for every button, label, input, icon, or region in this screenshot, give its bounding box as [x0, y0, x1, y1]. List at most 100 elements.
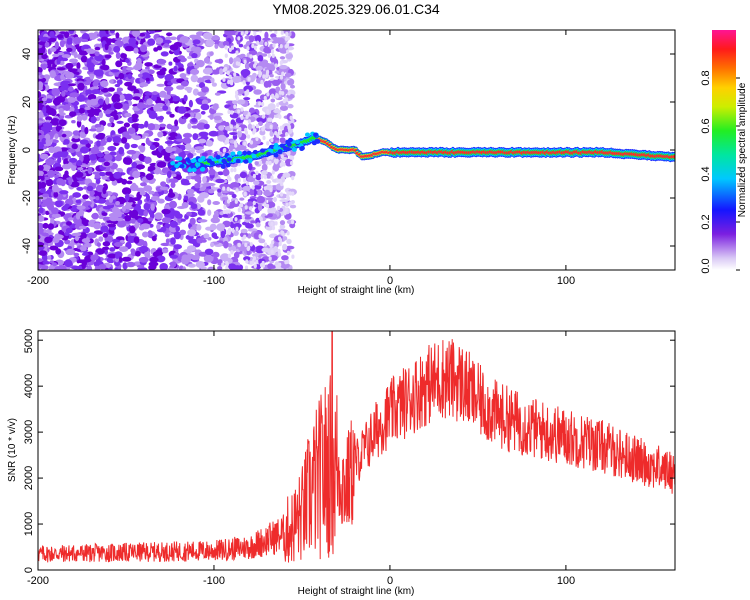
spectrogram-speckle: [64, 239, 71, 245]
spectrogram-speckle: [269, 131, 274, 137]
spectrogram-speckle: [114, 212, 122, 218]
spectrogram-speckle: [253, 128, 257, 133]
spectrogram-speckle: [90, 199, 95, 208]
top-ytick-label: 0: [21, 147, 33, 153]
spectrogram-speckle: [38, 241, 45, 247]
spectrogram-speckle: [216, 223, 226, 232]
spectrogram-speckle: [98, 145, 105, 151]
spectrogram-speckle: [120, 53, 127, 59]
spectrogram-speckle: [262, 135, 266, 141]
spectrogram-speckle: [57, 156, 62, 164]
spectrogram-speckle: [117, 169, 124, 173]
spectrogram-speckle: [244, 90, 248, 96]
spectrogram-speckle: [275, 158, 279, 163]
spectrogram-speckle: [65, 248, 76, 256]
spectrogram-speckle: [127, 85, 137, 91]
spectrogram-speckle: [192, 133, 199, 141]
spectrogram-speckle: [271, 170, 275, 175]
spectrogram-speckle: [154, 212, 163, 220]
spectrogram-speckle: [38, 215, 45, 222]
spectrogram-speckle: [181, 182, 191, 186]
spectrogram-speckle: [279, 192, 284, 197]
spectrogram-speckle: [229, 132, 238, 136]
spectrogram-speckle: [248, 162, 253, 171]
spectrogram-speckle: [275, 80, 283, 84]
spectrogram-speckle: [262, 125, 266, 131]
spectrogram-speckle: [121, 256, 132, 262]
spectrogram-speckle: [279, 137, 286, 144]
spectrogram-signal-cell: [268, 148, 274, 153]
spectrogram-speckle: [240, 31, 244, 36]
spectrogram-speckle: [244, 242, 248, 248]
spectrogram-speckle: [64, 203, 70, 208]
spectrogram-speckle: [113, 45, 121, 53]
spectrogram-speckle: [222, 209, 227, 215]
spectrogram-heatmap: [38, 30, 675, 270]
spectrogram-speckle: [79, 139, 89, 145]
spectrogram-speckle: [237, 36, 241, 41]
spectrogram-speckle: [38, 234, 41, 240]
spectrogram-speckle: [249, 140, 254, 145]
spectrogram-speckle: [116, 219, 127, 228]
spectrogram-speckle: [227, 79, 231, 85]
spectrogram-signal-cell: [170, 161, 176, 166]
bottom-xtick-label: -100: [203, 575, 225, 587]
spectrogram-speckle: [177, 55, 186, 60]
spectrogram-signal-cell: [266, 151, 272, 157]
spectrogram-speckle: [273, 109, 282, 114]
spectrogram-speckle: [132, 154, 137, 161]
spectrogram-speckle: [61, 57, 69, 62]
spectrogram-speckle: [286, 194, 290, 200]
spectrogram-speckle: [86, 48, 95, 54]
spectrogram-speckle: [229, 124, 233, 129]
spectrogram-speckle: [180, 256, 190, 265]
spectrogram-speckle: [53, 82, 63, 87]
spectrogram-speckle: [166, 123, 173, 130]
spectrogram-speckle: [290, 84, 295, 89]
spectrogram-speckle: [70, 52, 76, 56]
spectrogram-speckle: [104, 151, 110, 155]
spectrogram-speckle: [74, 235, 80, 242]
spectrogram-speckle: [169, 132, 178, 138]
spectrogram-speckle: [187, 263, 196, 268]
spectrogram-speckle: [248, 35, 255, 43]
spectrogram-speckle: [38, 258, 44, 263]
spectrogram-speckle: [145, 66, 150, 70]
spectrogram-speckle: [203, 57, 211, 64]
spectrogram-speckle: [55, 125, 63, 131]
spectrogram-speckle: [195, 112, 202, 120]
spectrogram-speckle: [244, 130, 248, 135]
spectrogram-speckle: [42, 63, 47, 70]
spectrogram-signal-cell: [251, 153, 257, 159]
spectrogram-speckle: [261, 101, 265, 107]
spectrogram-speckle: [65, 130, 72, 138]
spectrogram-speckle: [101, 175, 108, 180]
spectrogram-speckle: [230, 168, 234, 173]
spectrogram-speckle: [274, 63, 278, 68]
spectrogram-speckle: [138, 256, 149, 263]
spectrogram-speckle: [257, 55, 264, 62]
spectrogram-speckle: [237, 242, 241, 248]
spectrogram-speckle: [219, 68, 224, 75]
spectrogram-speckle: [278, 130, 282, 135]
spectrogram-speckle: [247, 123, 253, 130]
top-ytick-label: -20: [21, 190, 33, 206]
spectrogram-speckle: [88, 140, 94, 145]
spectrogram-speckle: [244, 216, 252, 220]
spectrogram-speckle: [223, 240, 229, 249]
spectrogram-speckle: [124, 203, 132, 210]
spectrogram-speckle: [278, 114, 282, 120]
spectrogram-speckle: [201, 86, 209, 93]
spectrogram-speckle: [38, 50, 45, 54]
spectrogram-speckle: [96, 140, 101, 147]
spectrogram-speckle: [227, 109, 231, 115]
spectrogram-speckle: [115, 32, 120, 39]
spectrogram-speckle: [169, 207, 175, 216]
spectrogram-speckle: [100, 225, 109, 233]
spectrogram-speckle: [277, 102, 286, 105]
spectrogram-speckle: [48, 264, 55, 270]
spectrogram-speckle: [73, 252, 80, 257]
spectrogram-speckle: [276, 133, 280, 138]
spectrogram-speckle: [40, 126, 46, 131]
spectrogram-speckle: [236, 89, 246, 94]
